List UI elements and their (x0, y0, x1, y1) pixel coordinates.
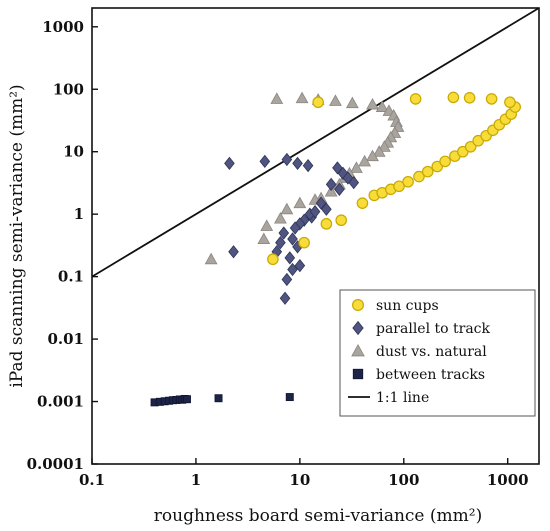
point-parallel-to-track-20 (275, 236, 286, 250)
legend-label-sun-cups: sun cups (376, 298, 439, 314)
point-dust-vs-natural-3 (329, 94, 342, 106)
point-dust-vs-natural-25 (293, 196, 307, 209)
point-parallel-to-track-12 (321, 202, 332, 216)
legend-swatch-between-tracks (352, 368, 364, 380)
legend-label-parallel-to-track: parallel to track (376, 321, 491, 337)
legend: sun cups parallel to track dust vs. natura… (339, 289, 536, 417)
point-parallel-to-track-28 (281, 272, 293, 287)
one-to-one-line (92, 8, 539, 278)
y-tick-label-6: 100 (53, 80, 84, 98)
point-dust-vs-natural-18 (350, 161, 363, 173)
legend-label-dust-vs-natural: dust vs. natural (376, 344, 487, 360)
point-dust-vs-natural-30 (204, 252, 218, 265)
point-parallel-to-track-3 (292, 156, 303, 171)
point-dust-vs-natural-26 (280, 202, 294, 215)
point-dust-vs-natural-4 (345, 96, 359, 109)
point-sun-cups-2 (320, 218, 333, 230)
x-axis-label: roughness board semi-variance (mm²) (154, 506, 482, 526)
point-sun-cups-29 (312, 96, 324, 109)
point-sun-cups-25 (485, 93, 498, 105)
y-tick-label-3: 0.1 (58, 268, 84, 286)
point-sun-cups-0 (267, 253, 279, 266)
x-tick-label-1: 1 (191, 471, 201, 489)
plot-frame (91, 7, 540, 465)
point-dust-vs-natural-17 (358, 154, 372, 167)
point-parallel-to-track-23 (284, 251, 296, 265)
point-sun-cups-10 (413, 170, 425, 183)
point-parallel-to-track-29 (279, 291, 291, 305)
point-sun-cups-26 (463, 91, 476, 104)
y-tick-label-5: 10 (63, 143, 84, 161)
point-parallel-to-track-9 (325, 177, 337, 191)
point-parallel-to-track-16 (289, 221, 301, 235)
x-tick-label-0: 0.1 (79, 471, 105, 489)
point-dust-vs-natural-0 (270, 92, 284, 104)
point-parallel-to-track-6 (337, 166, 349, 180)
point-dust-vs-natural-14 (377, 140, 391, 152)
axis-ticks: 0.1 1 10 100 1000 0.0001 0.001 0.01 0.1 1 10 100 100… (27, 18, 529, 489)
point-sun-cups-27 (447, 91, 460, 104)
point-dust-vs-natural-6 (375, 100, 389, 112)
point-parallel-to-track-4 (302, 158, 314, 173)
point-parallel-to-track-24 (228, 245, 239, 259)
point-parallel-to-track-26 (294, 259, 306, 273)
point-sun-cups-16 (464, 140, 477, 153)
point-dust-vs-natural-28 (260, 219, 274, 231)
point-dust-vs-natural-5 (366, 97, 379, 110)
legend-label-between-tracks: between tracks (376, 367, 485, 383)
data-points-layer (150, 91, 521, 407)
point-between-tracks-11 (285, 393, 294, 402)
point-parallel-to-track-18 (309, 204, 321, 219)
x-tick-label-4: 1000 (487, 471, 529, 489)
point-sun-cups-24 (504, 96, 516, 109)
point-sun-cups-8 (393, 180, 405, 193)
point-parallel-to-track-21 (287, 232, 298, 246)
point-parallel-to-track-2 (281, 152, 293, 167)
point-dust-vs-natural-15 (372, 145, 386, 157)
y-tick-label-0: 0.0001 (27, 455, 84, 473)
point-between-tracks-9 (183, 395, 191, 404)
point-parallel-to-track-19 (278, 226, 290, 240)
point-sun-cups-13 (439, 155, 451, 168)
point-parallel-to-track-10 (334, 182, 345, 196)
reference-line-layer (92, 8, 539, 278)
legend-swatch-sun-cups (352, 299, 365, 312)
point-parallel-to-track-8 (348, 176, 360, 190)
point-parallel-to-track-11 (315, 196, 327, 210)
point-parallel-to-track-1 (259, 154, 271, 169)
point-parallel-to-track-27 (287, 262, 298, 277)
x-tick-label-3: 100 (388, 471, 419, 489)
point-sun-cups-3 (335, 214, 348, 227)
y-tick-label-2: 0.01 (47, 330, 84, 348)
point-dust-vs-natural-1 (295, 91, 309, 104)
point-between-tracks-10 (214, 394, 223, 403)
y-tick-label-4: 1 (74, 205, 84, 223)
point-dust-vs-natural-16 (366, 149, 379, 162)
point-sun-cups-9 (402, 175, 414, 188)
legend-swatch-parallel-to-track (352, 320, 364, 336)
x-tick-label-2: 10 (289, 471, 310, 489)
legend-label-1-1-line: 1:1 line (376, 390, 429, 406)
point-parallel-to-track-15 (294, 217, 306, 231)
legend-box (339, 289, 536, 417)
y-axis-label: iPad scanning semi-variance (mm²) (7, 84, 27, 387)
legend-swatch-dust-vs-natural (351, 344, 365, 357)
point-parallel-to-track-0 (224, 156, 235, 171)
point-sun-cups-1 (298, 236, 310, 249)
point-dust-vs-natural-27 (274, 212, 287, 224)
point-sun-cups-4 (356, 197, 369, 209)
y-tick-label-1: 0.001 (37, 393, 84, 411)
point-dust-vs-natural-29 (257, 232, 271, 245)
point-dust-vs-natural-22 (324, 185, 338, 197)
point-sun-cups-11 (421, 165, 434, 178)
point-sun-cups-28 (409, 93, 422, 105)
y-tick-label-7: 1000 (42, 18, 84, 36)
